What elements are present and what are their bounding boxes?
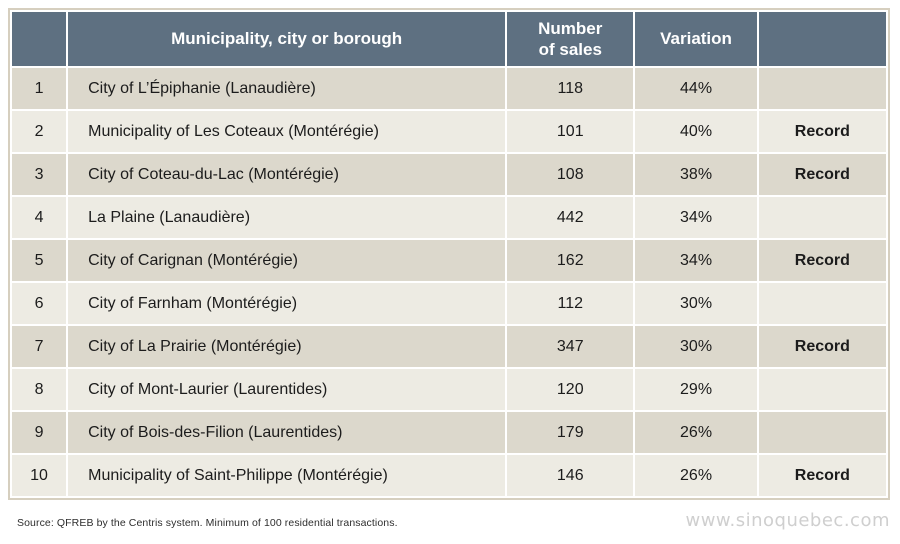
cell-municipality: City of Carignan (Montérégie) (68, 240, 506, 281)
cell-variation: 29% (635, 369, 757, 410)
cell-variation: 26% (635, 455, 757, 496)
cell-municipality: La Plaine (Lanaudière) (68, 197, 506, 238)
cell-number-of-sales: 112 (507, 283, 634, 324)
cell-number-of-sales: 179 (507, 412, 634, 453)
cell-rank: 10 (12, 455, 67, 496)
cell-record: Record (758, 326, 886, 367)
cell-variation: 38% (635, 154, 757, 195)
table-row: 3 City of Coteau-du-Lac (Montérégie) 108… (12, 154, 886, 195)
cell-variation: 40% (635, 111, 757, 152)
cell-municipality: Municipality of Les Coteaux (Montérégie) (68, 111, 506, 152)
table-row: 4 La Plaine (Lanaudière) 442 34% (12, 197, 886, 238)
column-header-number-of-sales: Number of sales (507, 12, 634, 66)
cell-record (758, 197, 886, 238)
cell-number-of-sales: 118 (507, 68, 634, 109)
cell-variation: 30% (635, 326, 757, 367)
table-row: 2 Municipality of Les Coteaux (Montérégi… (12, 111, 886, 152)
column-header-municipality: Municipality, city or borough (68, 12, 506, 66)
cell-rank: 5 (12, 240, 67, 281)
cell-municipality: City of Farnham (Montérégie) (68, 283, 506, 324)
cell-number-of-sales: 101 (507, 111, 634, 152)
cell-record: Record (758, 154, 886, 195)
cell-rank: 3 (12, 154, 67, 195)
cell-rank: 8 (12, 369, 67, 410)
source-note: Source: QFREB by the Centris system. Min… (17, 517, 398, 529)
table-row: 9 City of Bois-des-Filion (Laurentides) … (12, 412, 886, 453)
cell-variation: 26% (635, 412, 757, 453)
cell-municipality: City of Coteau-du-Lac (Montérégie) (68, 154, 506, 195)
cell-rank: 9 (12, 412, 67, 453)
sales-ranking-table: Municipality, city or borough Number of … (10, 10, 888, 498)
cell-municipality: City of L’Épiphanie (Lanaudière) (68, 68, 506, 109)
cell-municipality: City of Bois-des-Filion (Laurentides) (68, 412, 506, 453)
column-header-variation: Variation (635, 12, 757, 66)
cell-record (758, 369, 886, 410)
table-row: 5 City of Carignan (Montérégie) 162 34% … (12, 240, 886, 281)
column-header-record (758, 12, 886, 66)
column-header-rank (12, 12, 67, 66)
footer: Source: QFREB by the Centris system. Min… (0, 510, 900, 531)
cell-record (758, 412, 886, 453)
cell-municipality: City of La Prairie (Montérégie) (68, 326, 506, 367)
table-row: 8 City of Mont-Laurier (Laurentides) 120… (12, 369, 886, 410)
cell-municipality: City of Mont-Laurier (Laurentides) (68, 369, 506, 410)
cell-record (758, 68, 886, 109)
table-body: 1 City of L’Épiphanie (Lanaudière) 118 4… (12, 68, 886, 496)
cell-variation: 34% (635, 240, 757, 281)
cell-variation: 44% (635, 68, 757, 109)
cell-number-of-sales: 442 (507, 197, 634, 238)
table-row: 6 City of Farnham (Montérégie) 112 30% (12, 283, 886, 324)
cell-record (758, 283, 886, 324)
cell-rank: 7 (12, 326, 67, 367)
sales-ranking-table-wrapper: Municipality, city or borough Number of … (8, 8, 890, 500)
cell-variation: 34% (635, 197, 757, 238)
cell-record: Record (758, 455, 886, 496)
cell-rank: 1 (12, 68, 67, 109)
cell-record: Record (758, 240, 886, 281)
cell-rank: 4 (12, 197, 67, 238)
watermark: www.sinoquebec.com (685, 510, 890, 531)
table-row: 7 City of La Prairie (Montérégie) 347 30… (12, 326, 886, 367)
cell-rank: 6 (12, 283, 67, 324)
table-row: 1 City of L’Épiphanie (Lanaudière) 118 4… (12, 68, 886, 109)
cell-number-of-sales: 347 (507, 326, 634, 367)
cell-rank: 2 (12, 111, 67, 152)
cell-number-of-sales: 146 (507, 455, 634, 496)
table-header: Municipality, city or borough Number of … (12, 12, 886, 66)
cell-number-of-sales: 162 (507, 240, 634, 281)
cell-record: Record (758, 111, 886, 152)
cell-number-of-sales: 120 (507, 369, 634, 410)
cell-municipality: Municipality of Saint-Philippe (Montérég… (68, 455, 506, 496)
cell-number-of-sales: 108 (507, 154, 634, 195)
cell-variation: 30% (635, 283, 757, 324)
table-header-row: Municipality, city or borough Number of … (12, 12, 886, 66)
table-row: 10 Municipality of Saint-Philippe (Monté… (12, 455, 886, 496)
